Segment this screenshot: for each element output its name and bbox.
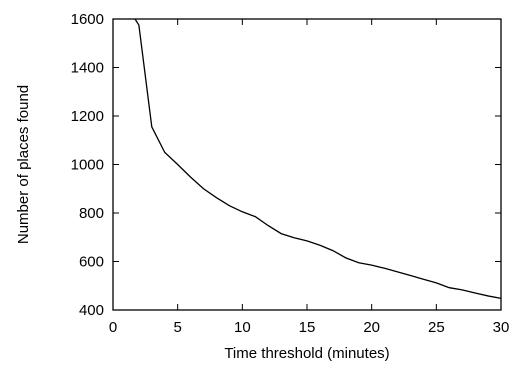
tick-labels: 0 5 10 15 20 25 30 400 600 800 1000 1200 1400 1600: [71, 11, 510, 336]
y-tick-label: 400: [79, 302, 104, 319]
y-tick-label: 1200: [71, 108, 104, 125]
x-tick-label: 5: [173, 319, 181, 336]
x-tick-label: 20: [363, 319, 380, 336]
x-tick-label: 10: [234, 319, 251, 336]
axis-ticks: [112, 18, 502, 311]
plot-frame: [112, 18, 502, 311]
x-axis-label: Time threshold (minutes): [224, 345, 389, 362]
y-tick-label: 1400: [71, 60, 104, 77]
y-tick-label: 1000: [71, 157, 104, 174]
x-tick-label: 15: [299, 319, 316, 336]
y-axis-label: Number of places found: [15, 85, 32, 244]
series-line: [134, 18, 502, 299]
x-tick-label: 0: [109, 319, 117, 336]
y-tick-label: 600: [79, 254, 104, 271]
y-tick-label: 800: [79, 205, 104, 222]
x-tick-label: 30: [493, 319, 510, 336]
y-tick-label: 1600: [71, 11, 104, 28]
x-tick-label: 25: [428, 319, 445, 336]
